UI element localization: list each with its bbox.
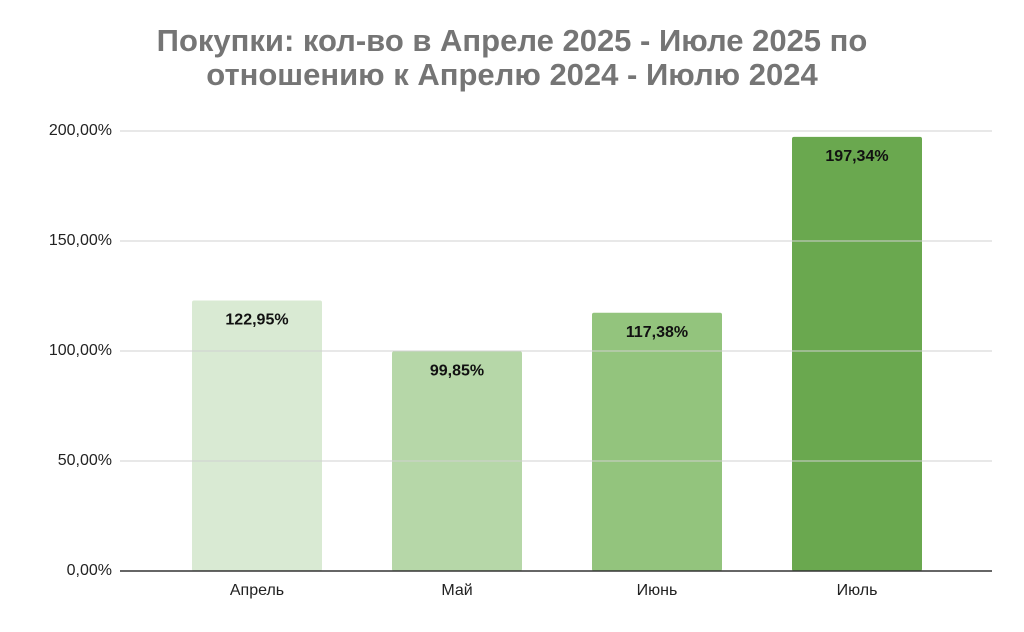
y-tick-label: 200,00% — [49, 122, 112, 139]
bar — [592, 312, 722, 571]
y-tick-label: 150,00% — [49, 232, 112, 249]
y-tick-label: 50,00% — [58, 452, 112, 469]
bar — [792, 136, 922, 572]
x-tick-label: Апрель — [230, 582, 284, 599]
value-label: 122,95% — [225, 312, 288, 329]
y-tick-label: 0,00% — [67, 562, 112, 579]
x-tick-label: Май — [441, 582, 472, 599]
x-tick-label: Июль — [837, 582, 878, 599]
value-label: 197,34% — [825, 148, 888, 165]
value-label: 99,85% — [430, 363, 484, 380]
y-tick-label: 100,00% — [49, 342, 112, 359]
chart-title: Покупки: кол-во в Апреле 2025 - Июле 202… — [156, 23, 868, 92]
bars — [192, 136, 922, 572]
x-tick-label: Июнь — [637, 582, 678, 599]
bar — [192, 300, 322, 571]
value-label: 117,38% — [626, 324, 688, 341]
